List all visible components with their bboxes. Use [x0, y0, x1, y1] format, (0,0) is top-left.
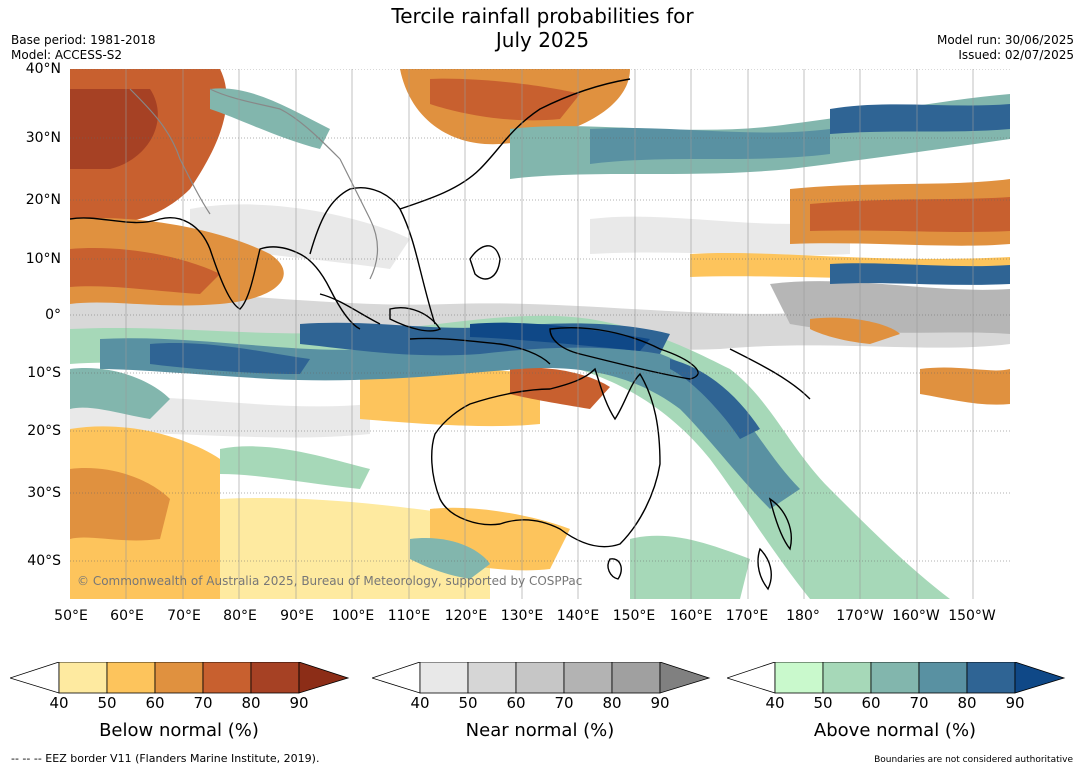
colorbar-near-normal	[372, 662, 712, 694]
map-title: Tercile rainfall probabilities for July …	[0, 4, 1085, 52]
tick: 70	[909, 694, 929, 712]
tick: 70	[554, 694, 574, 712]
lon-label-180: 180°	[786, 608, 820, 624]
colorbar-below-normal	[10, 662, 350, 694]
lon-label-100e: 100°E	[331, 608, 375, 624]
tick: 50	[813, 694, 833, 712]
boundaries-disclaimer: Boundaries are not considered authoritat…	[874, 755, 1073, 765]
tick: 90	[289, 694, 309, 712]
tick: 50	[97, 694, 117, 712]
lon-label-90e: 90°E	[280, 608, 314, 624]
lat-label-0: 0°	[45, 307, 61, 323]
tick: 80	[957, 694, 977, 712]
title-line-1: Tercile rainfall probabilities for	[391, 4, 694, 28]
meta-left: Base period: 1981-2018 Model: ACCESS-S2	[11, 33, 156, 63]
tick: 60	[506, 694, 526, 712]
below-normal-regions	[70, 69, 1010, 599]
tick: 90	[1005, 694, 1025, 712]
tick: 80	[602, 694, 622, 712]
lon-label-170w: 170°W	[836, 608, 884, 624]
issued-date: Issued: 02/07/2025	[958, 48, 1074, 62]
tick: 40	[765, 694, 785, 712]
lon-label-170e: 170°E	[725, 608, 769, 624]
lon-label-130e: 130°E	[500, 608, 544, 624]
colorbar-above-swatches	[727, 662, 1066, 694]
colorbar-below-swatches	[10, 662, 350, 694]
colorbar-above-label: Above normal (%)	[813, 720, 977, 741]
probability-map	[70, 69, 1010, 599]
copyright-notice: © Commonwealth of Australia 2025, Bureau…	[77, 574, 583, 588]
lat-label-40n: 40°N	[25, 61, 61, 77]
colorbar-near-label: Near normal (%)	[465, 720, 615, 741]
lat-label-30n: 30°N	[25, 130, 61, 146]
lon-label-110e: 110°E	[387, 608, 431, 624]
lon-label-160e: 160°E	[669, 608, 713, 624]
country-borders	[129, 88, 379, 280]
map-canvas	[70, 69, 1010, 599]
tick: 50	[458, 694, 478, 712]
tick: 60	[145, 694, 165, 712]
colorbar-above-normal	[727, 662, 1067, 694]
colorbar-near-swatches	[372, 662, 711, 694]
lon-label-150e: 150°E	[612, 608, 656, 624]
tick: 80	[241, 694, 261, 712]
meta-right: Model run: 30/06/2025 Issued: 02/07/2025	[937, 33, 1074, 63]
lon-label-60e: 60°E	[110, 608, 144, 624]
base-period: Base period: 1981-2018	[11, 33, 156, 47]
tick: 60	[861, 694, 881, 712]
lat-label-40s: 40°S	[27, 553, 61, 569]
tick: 70	[193, 694, 213, 712]
lat-label-20n: 20°N	[25, 192, 61, 208]
lon-label-140e: 140°E	[556, 608, 600, 624]
lon-label-70e: 70°E	[167, 608, 201, 624]
tick: 90	[650, 694, 670, 712]
colorbar-below-label: Below normal (%)	[99, 720, 259, 741]
lon-label-120e: 120°E	[444, 608, 488, 624]
lon-label-80e: 80°E	[223, 608, 257, 624]
model-name: Model: ACCESS-S2	[11, 48, 123, 62]
title-line-2: July 2025	[495, 28, 590, 52]
lat-label-20s: 20°S	[27, 423, 61, 439]
lon-label-160w: 160°W	[892, 608, 940, 624]
tick: 40	[49, 694, 69, 712]
tick: 40	[410, 694, 430, 712]
model-run: Model run: 30/06/2025	[936, 33, 1074, 47]
lat-label-10n: 10°N	[25, 251, 61, 267]
lat-label-30s: 30°S	[27, 485, 61, 501]
meridians	[125, 69, 974, 599]
eez-border-note: -- -- -- EEZ border V11 (Flanders Marine…	[11, 752, 320, 765]
lat-label-10s: 10°S	[27, 365, 61, 381]
coastlines	[70, 78, 811, 591]
lon-label-150w: 150°W	[948, 608, 996, 624]
lon-label-50e: 50°E	[54, 608, 88, 624]
graticule	[70, 69, 1010, 562]
